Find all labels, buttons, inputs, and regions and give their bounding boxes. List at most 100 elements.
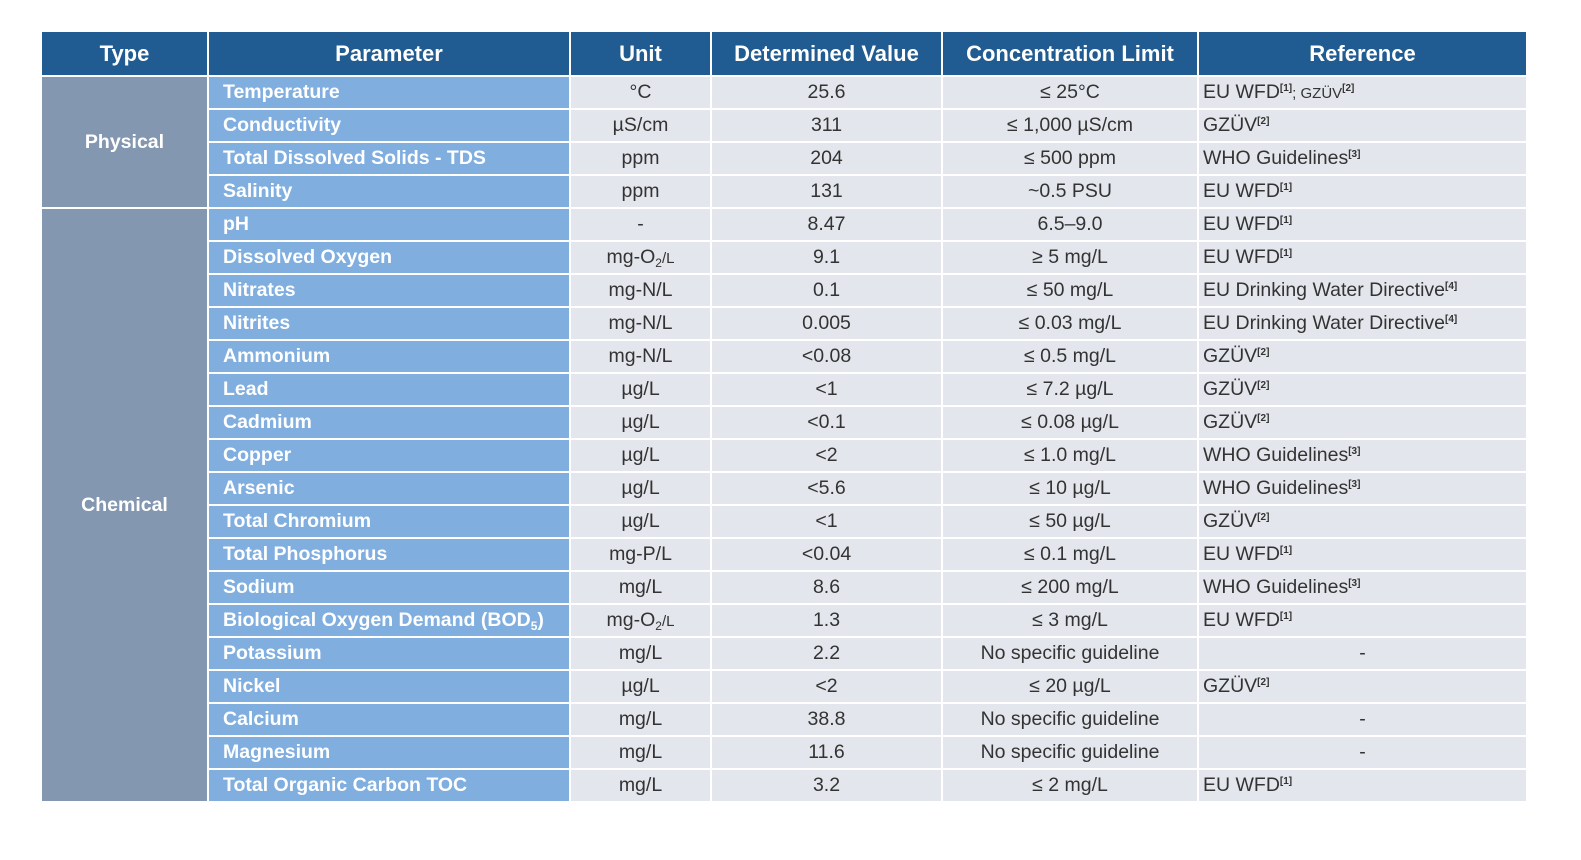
text-segment: EU WFD (1203, 774, 1280, 796)
text-segment: WHO Guidelines (1203, 576, 1349, 598)
concentration-limit-cell: ≤ 3 mg/L (941, 603, 1199, 638)
subscript: 2 (655, 619, 662, 633)
citation-superscript: [3] (1348, 479, 1361, 490)
reference-cell: WHO Guidelines[3] (1197, 438, 1528, 473)
unit-cell: mg-O2/L (569, 240, 712, 275)
parameter-cell: Dissolved Oxygen (207, 240, 571, 275)
concentration-limit-cell: ≤ 0.08 µg/L (941, 405, 1199, 440)
parameter-cell: Salinity (207, 174, 571, 209)
concentration-limit-cell: ≤ 200 mg/L (941, 570, 1199, 605)
concentration-limit-cell: ≤ 10 µg/L (941, 471, 1199, 506)
unit-cell: mg-N/L (569, 339, 712, 374)
unit-cell: µg/L (569, 405, 712, 440)
citation-superscript: [1] (1279, 545, 1293, 556)
header-unit: Unit (569, 30, 712, 77)
citation-superscript: [2] (1257, 512, 1270, 523)
parameter-cell: Temperature (207, 75, 571, 110)
determined-value-cell: 8.6 (710, 570, 943, 605)
table-row: Salinity ppm 131 ~0.5 PSU EU WFD[1] (41, 174, 1528, 209)
text-segment: GZÜV (1203, 411, 1258, 433)
parameter-cell: Nitrites (207, 306, 571, 341)
determined-value-cell: 0.1 (710, 273, 943, 308)
reference-cell: WHO Guidelines[3] (1197, 471, 1528, 506)
table-row: Sodium mg/L 8.6 ≤ 200 mg/L WHO Guidelines[3] (41, 570, 1528, 605)
citation-superscript: [1] (1279, 182, 1293, 193)
text-segment: /L (661, 250, 675, 267)
concentration-limit-cell: ≤ 0.5 mg/L (941, 339, 1199, 374)
reference-cell: WHO Guidelines[3] (1197, 141, 1528, 176)
parameter-cell: Total Phosphorus (207, 537, 571, 572)
unit-cell: mg/L (569, 702, 712, 737)
concentration-limit-cell: ≥ 5 mg/L (941, 240, 1199, 275)
header-parameter: Parameter (207, 30, 571, 77)
determined-value-cell: 2.2 (710, 636, 943, 671)
water-quality-table-container: Type Parameter Unit Determined Value Con… (40, 30, 1528, 803)
unit-cell: ppm (569, 174, 712, 209)
determined-value-cell: <0.04 (710, 537, 943, 572)
unit-cell: mg/L (569, 570, 712, 605)
parameter-cell: Nickel (207, 669, 571, 704)
reference-cell: EU WFD[1] (1197, 537, 1528, 572)
text-segment: EU WFD (1203, 246, 1280, 268)
table-row: Potassium mg/L 2.2 No specific guideline - (41, 636, 1528, 671)
parameter-cell: Ammonium (207, 339, 571, 374)
concentration-limit-cell: ≤ 50 mg/L (941, 273, 1199, 308)
table-row: Total Phosphorus mg-P/L <0.04 ≤ 0.1 mg/L EU … (41, 537, 1528, 572)
concentration-limit-cell: ≤ 7.2 µg/L (941, 372, 1199, 407)
table-row: Nickel µg/L <2 ≤ 20 µg/L GZÜV[2] (41, 669, 1528, 704)
parameter-cell: pH (207, 207, 571, 242)
determined-value-cell: 25.6 (710, 75, 943, 110)
determined-value-cell: <1 (710, 504, 943, 539)
citation-superscript: [1] (1279, 215, 1293, 226)
parameter-cell: Nitrates (207, 273, 571, 308)
determined-value-cell: <0.08 (710, 339, 943, 374)
concentration-limit-cell: ≤ 25°C (941, 75, 1199, 110)
table-row: Nitrites mg-N/L 0.005 ≤ 0.03 mg/L EU Drinkin… (41, 306, 1528, 341)
text-segment: mg-O (606, 246, 656, 268)
parameter-cell: Magnesium (207, 735, 571, 770)
unit-cell: - (569, 207, 712, 242)
text-segment: EU Drinking Water Directive (1203, 279, 1445, 301)
table-row: Dissolved Oxygen mg-O2/L 9.1 ≥ 5 mg/L EU WFD… (41, 240, 1528, 275)
water-quality-table: Type Parameter Unit Determined Value Con… (40, 30, 1528, 803)
reference-cell: WHO Guidelines[3] (1197, 570, 1528, 605)
citation-superscript: [4] (1445, 314, 1458, 325)
concentration-limit-cell: ≤ 500 ppm (941, 141, 1199, 176)
table-row: Biological Oxygen Demand (BOD5) mg-O2/L 1.… (41, 603, 1528, 638)
text-segment: mg-O (606, 609, 656, 631)
unit-cell: ppm (569, 141, 712, 176)
reference-cell: - (1197, 702, 1528, 737)
reference-cell: EU Drinking Water Directive[4] (1197, 273, 1528, 308)
type-cell-physical: Physical (40, 75, 209, 209)
parameter-cell: Lead (207, 372, 571, 407)
table-row: Chemical pH -8.47 6.5–9.0 EU WFD[1] (40, 207, 1528, 803)
text-segment: Biological Oxygen Demand (BOD (223, 609, 531, 631)
reference-cell: GZÜV[2] (1197, 108, 1528, 143)
text-segment: WHO Guidelines (1203, 444, 1349, 466)
unit-cell: mg-N/L (569, 273, 712, 308)
determined-value-cell: 0.005 (710, 306, 943, 341)
header-type: Type (40, 30, 209, 77)
table-row: Total Chromium µg/L <1 ≤ 50 µg/L GZÜV[2] (41, 504, 1528, 539)
citation-superscript: [3] (1348, 446, 1361, 457)
concentration-limit-cell: ≤ 1,000 µS/cm (941, 108, 1199, 143)
text-segment: EU WFD (1203, 543, 1280, 565)
parameter-cell: Calcium (207, 702, 571, 737)
table-row: Total Dissolved Solids - TDS ppm 204 ≤ 500 … (41, 141, 1528, 176)
unit-cell: µS/cm (569, 108, 712, 143)
text-segment: GZÜV (1300, 85, 1343, 102)
concentration-limit-cell: 6.5–9.0 (941, 207, 1199, 242)
header-row: Type Parameter Unit Determined Value Con… (40, 30, 1528, 77)
header-concentration-limit: Concentration Limit (941, 30, 1199, 77)
determined-value-cell: <0.1 (710, 405, 943, 440)
table-row: Nitrates mg-N/L 0.1 ≤ 50 mg/L EU Drinking Wa… (41, 273, 1528, 308)
unit-cell: mg/L (569, 636, 712, 671)
text-segment: EU WFD (1203, 180, 1280, 202)
type-cell-chemical: Chemical (40, 207, 209, 803)
text-segment: /L (661, 613, 675, 630)
reference-cell: GZÜV[2] (1197, 339, 1528, 374)
reference-cell: - (1197, 636, 1528, 671)
citation-superscript: [2] (1257, 116, 1270, 127)
table-row: Total Organic Carbon TOC mg/L 3.2 ≤ 2 mg/L E… (41, 768, 1528, 803)
table-row: Conductivity µS/cm 311 ≤ 1,000 µS/cm GZÜV[2] (41, 108, 1528, 143)
